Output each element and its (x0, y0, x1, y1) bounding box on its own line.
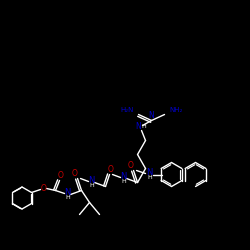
Text: N: N (64, 188, 71, 197)
Text: H: H (65, 195, 70, 200)
Text: N: N (149, 111, 154, 120)
Text: H: H (121, 179, 126, 184)
Text: O: O (128, 161, 134, 170)
Text: NH₂: NH₂ (170, 106, 183, 112)
Text: O: O (72, 169, 78, 178)
Text: O: O (58, 171, 64, 180)
Text: O: O (108, 165, 114, 174)
Text: H: H (89, 183, 94, 188)
Text: N: N (146, 168, 153, 177)
Text: N: N (88, 176, 95, 185)
Text: H: H (141, 124, 146, 129)
Text: N: N (120, 172, 127, 181)
Text: N: N (136, 122, 141, 131)
Text: O: O (40, 184, 46, 193)
Text: H: H (147, 175, 152, 180)
Text: H₂N: H₂N (121, 106, 134, 112)
